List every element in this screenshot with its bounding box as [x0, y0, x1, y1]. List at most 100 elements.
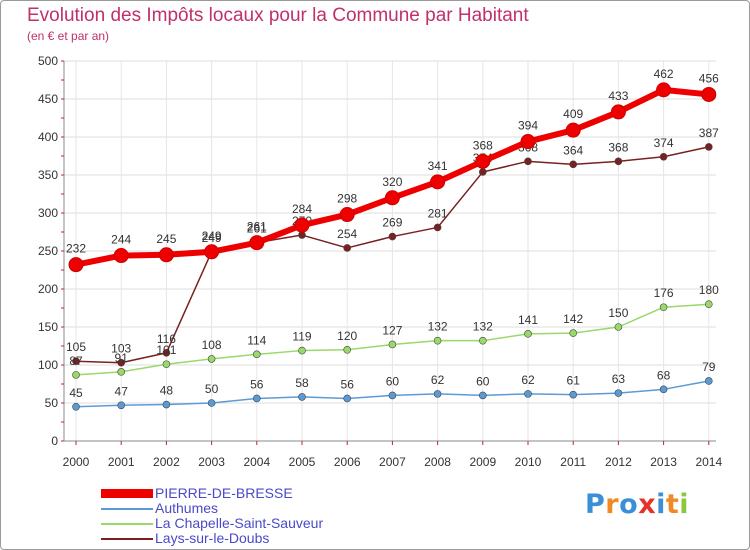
- data-point: [659, 152, 668, 161]
- data-label: 60: [386, 374, 400, 388]
- data-point: [72, 371, 80, 379]
- x-tick-label: 2010: [515, 455, 542, 469]
- x-tick-label: 2002: [153, 455, 180, 469]
- data-label: 79: [702, 360, 716, 374]
- data-point: [569, 390, 578, 399]
- data-label: 254: [337, 227, 357, 241]
- logo-letter: P: [585, 489, 606, 520]
- data-label: 433: [608, 89, 628, 103]
- legend-item: La Chapelle-Saint-Sauveur: [101, 516, 431, 531]
- x-tick-label: 2012: [605, 455, 632, 469]
- data-point: [294, 217, 310, 233]
- x-tick-label: 2014: [695, 455, 722, 469]
- data-point: [298, 346, 306, 355]
- data-label: 132: [473, 320, 493, 334]
- data-point: [614, 323, 623, 331]
- data-label: 108: [202, 338, 222, 352]
- legend-swatch: [101, 508, 153, 510]
- data-label: 394: [518, 119, 538, 133]
- x-tick-label: 2009: [469, 455, 496, 469]
- y-tick-label: 150: [38, 320, 58, 334]
- data-label: 56: [341, 377, 355, 391]
- data-label: 62: [431, 373, 445, 387]
- data-label: 281: [428, 206, 448, 220]
- data-point: [614, 389, 623, 397]
- chart-legend: PIERRE-DE-BRESSE Authumes La Chapelle-Sain…: [101, 486, 431, 546]
- y-tick-label: 300: [38, 206, 58, 220]
- chart-title: Evolution des Impôts locaux pour la Comm…: [27, 5, 529, 26]
- x-tick-label: 2001: [108, 455, 135, 469]
- proxiti-logo: Proxiti: [585, 489, 689, 520]
- data-label: 456: [699, 71, 719, 85]
- data-label: 387: [699, 126, 719, 140]
- data-label: 114: [247, 333, 266, 347]
- data-label: 62: [521, 373, 535, 387]
- data-point: [204, 244, 220, 260]
- x-tick-label: 2007: [379, 455, 406, 469]
- y-tick-label: 350: [38, 168, 58, 182]
- data-point: [117, 401, 125, 410]
- y-tick-label: 100: [38, 358, 58, 372]
- logo-letter: i: [679, 489, 690, 520]
- data-point: [207, 399, 216, 407]
- data-label: 261: [247, 222, 267, 236]
- data-point: [430, 174, 446, 190]
- data-point: [614, 157, 623, 166]
- data-label: 462: [654, 67, 674, 81]
- y-tick-label: 0: [51, 434, 58, 448]
- data-point: [433, 223, 442, 232]
- data-point: [656, 82, 672, 98]
- data-label: 50: [205, 382, 219, 396]
- data-point: [253, 350, 261, 359]
- legend-item: Authumes: [101, 501, 431, 516]
- y-tick-label: 200: [38, 282, 58, 296]
- chart-subtitle: (en € et par an): [27, 29, 110, 43]
- data-point: [72, 357, 80, 366]
- data-label: 269: [382, 216, 402, 230]
- data-label: 141: [518, 313, 538, 327]
- data-point: [520, 134, 536, 150]
- legend-item: Lays-sur-le-Doubs: [101, 531, 431, 546]
- data-label: 176: [654, 286, 674, 300]
- data-point: [388, 340, 397, 349]
- data-point: [659, 303, 668, 312]
- data-label: 298: [337, 192, 357, 206]
- data-label: 132: [428, 320, 448, 334]
- data-label: 150: [608, 306, 628, 320]
- data-point: [343, 394, 352, 403]
- data-point: [68, 257, 84, 273]
- data-point: [117, 358, 125, 367]
- data-label: 61: [567, 374, 581, 388]
- data-label: 116: [157, 332, 176, 346]
- data-label: 374: [654, 136, 674, 150]
- data-label: 341: [428, 159, 448, 173]
- data-label: 47: [115, 384, 129, 398]
- legend-swatch: [101, 538, 153, 540]
- data-label: 180: [699, 283, 719, 297]
- data-point: [524, 390, 532, 398]
- y-tick-label: 50: [45, 396, 59, 410]
- x-tick-label: 2005: [289, 455, 316, 469]
- data-label: 68: [657, 368, 671, 382]
- data-label: 142: [563, 312, 583, 326]
- data-label: 364: [563, 143, 583, 157]
- logo-letter: x: [638, 489, 657, 520]
- data-label: 261: [247, 220, 267, 234]
- y-tick-label: 400: [38, 130, 58, 144]
- data-point: [478, 168, 487, 176]
- data-point: [339, 207, 355, 223]
- legend-label: La Chapelle-Saint-Sauveur: [155, 515, 324, 531]
- data-point: [298, 393, 306, 401]
- data-label: 119: [292, 330, 311, 344]
- data-label: 284: [292, 202, 312, 216]
- data-label: 232: [66, 242, 86, 256]
- legend-swatch: [101, 523, 153, 525]
- data-label: 409: [563, 107, 583, 121]
- data-point: [343, 345, 352, 354]
- data-label: 120: [337, 329, 357, 343]
- logo-letter: t: [665, 489, 680, 520]
- data-point: [610, 104, 626, 120]
- data-point: [704, 143, 713, 151]
- data-point: [433, 390, 442, 398]
